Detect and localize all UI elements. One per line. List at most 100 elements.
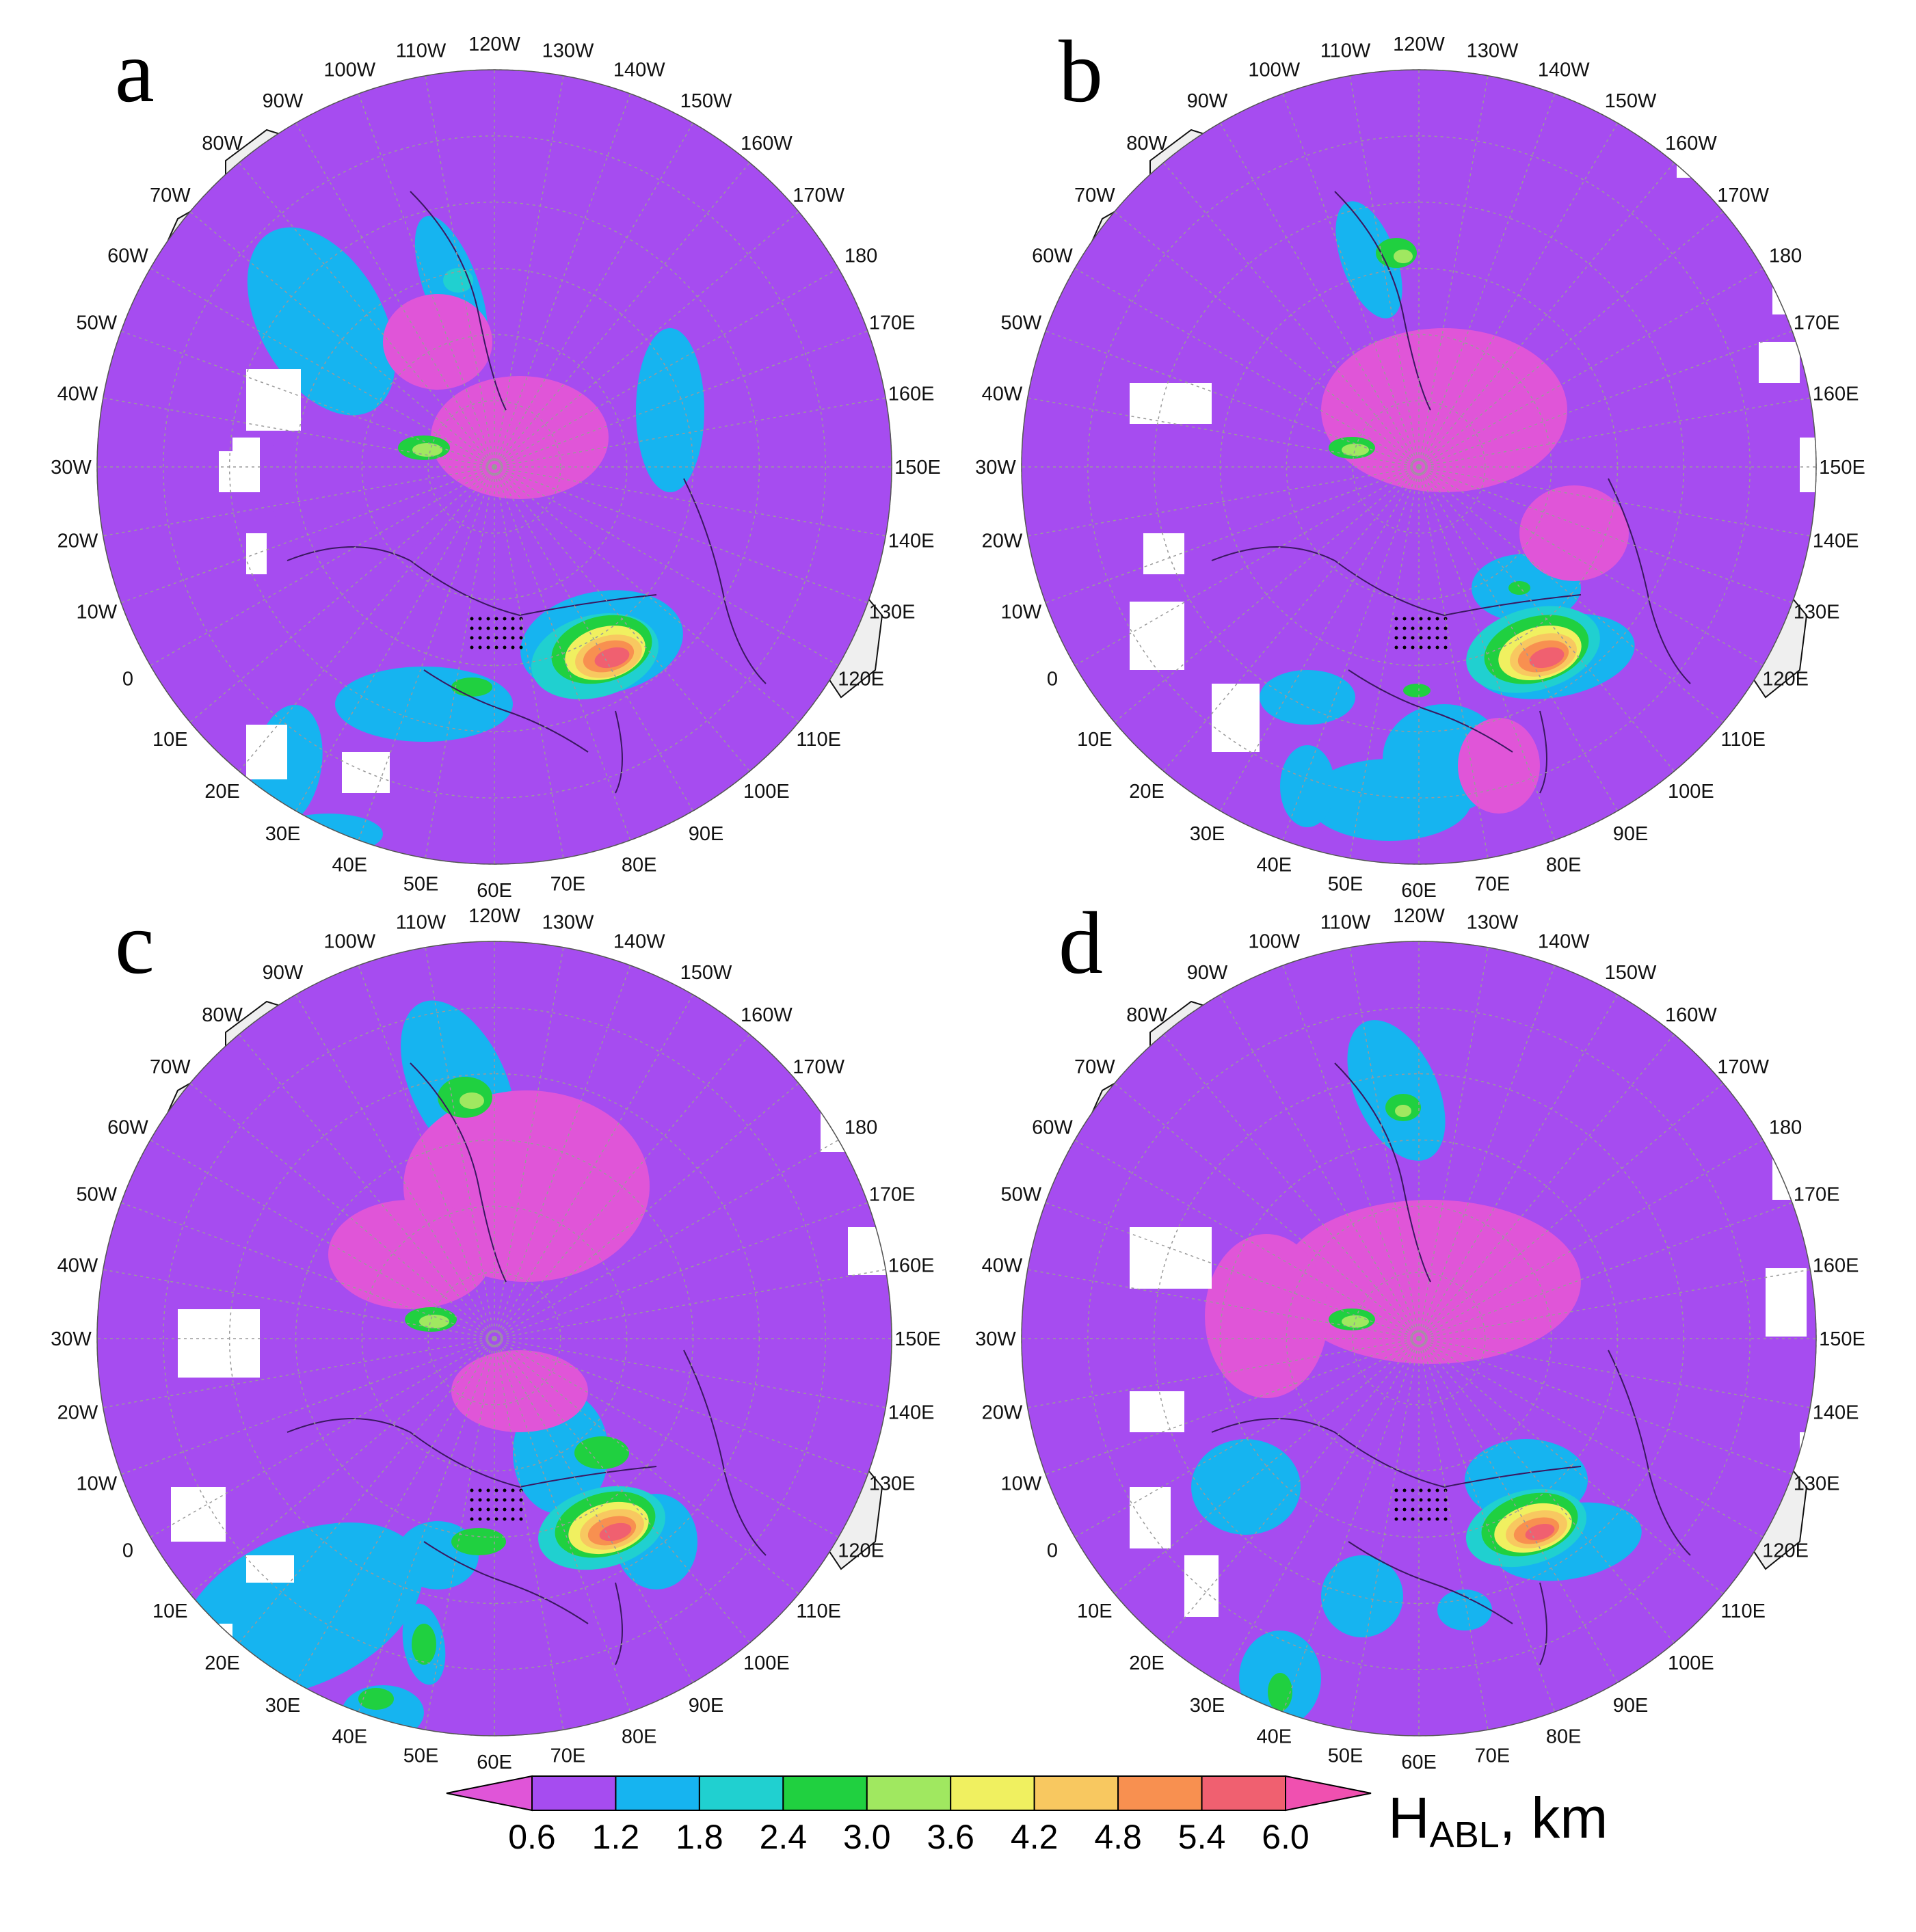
longitude-label: 60E (477, 1752, 512, 1773)
longitude-label: 50W (77, 1183, 118, 1205)
meridian-line (494, 466, 839, 667)
longitude-label: 130E (1794, 1473, 1840, 1495)
longitude-label: 60E (477, 880, 512, 902)
missing-data-area (219, 451, 260, 492)
longitude-label: 70W (1074, 1056, 1115, 1078)
missing-data-area (246, 725, 287, 779)
longitude-label: 130E (869, 1473, 916, 1495)
stipple-dot (494, 626, 498, 630)
stipple-dot (503, 636, 507, 640)
stipple-dot (1443, 645, 1448, 649)
meridian-line (1418, 75, 1489, 468)
meridian-line (103, 1269, 495, 1339)
meridian-line (358, 93, 495, 468)
meridian-line (358, 1338, 495, 1713)
field-contour-21 (1508, 581, 1530, 595)
meridian-line (494, 1338, 694, 1683)
middle-east-coast (1348, 669, 1513, 753)
meridian-line (1418, 397, 1811, 468)
india-coast (1539, 710, 1547, 794)
colorbar-tick-label: 1.2 (592, 1818, 640, 1856)
stipple-dot (519, 626, 523, 630)
stipple-dot (1394, 1517, 1398, 1521)
meridian-line (494, 466, 886, 537)
meridian-line (358, 965, 495, 1339)
colorbar-ticks: 0.6 1.2 1.8 2.4 3.0 3.6 4.2 4.8 5.4 6.0 (508, 1818, 1309, 1856)
meridian-line (1045, 1338, 1420, 1475)
panel-letter-b: b (1059, 23, 1103, 121)
longitude-label: 150W (680, 90, 732, 112)
stipple-dot (1394, 1488, 1398, 1492)
stipple-dot (1443, 626, 1448, 630)
longitude-label: 160W (1665, 133, 1717, 155)
meridian-line (1282, 1338, 1420, 1713)
stipple-dot (1443, 1517, 1448, 1521)
meridian-line (1349, 466, 1420, 859)
stipple-dot (503, 1517, 507, 1521)
stipple-dot (1419, 645, 1423, 649)
stipple-dot (486, 645, 490, 649)
graticule (96, 941, 892, 1736)
field-contour-18 (443, 268, 473, 293)
coastlines (1211, 1062, 1691, 1665)
meridian-line (1418, 162, 1675, 468)
longitude-label: 170W (1717, 185, 1769, 206)
longitude-label: 170E (869, 312, 916, 334)
longitude-label: 60W (107, 1117, 148, 1139)
colorbar-upper-extension (1285, 1775, 1372, 1812)
meridian-line (103, 397, 495, 468)
longitude-label: 50E (403, 874, 439, 896)
longitude-label: 150W (680, 962, 732, 984)
longitude-label: 120E (838, 1540, 884, 1562)
meridian-line (1418, 1269, 1811, 1339)
field-contour-9 (1458, 718, 1540, 814)
longitude-label: 110E (796, 1600, 841, 1622)
longitude-label: 50E (1328, 1745, 1363, 1767)
longitude-label: 80W (1126, 1004, 1167, 1026)
meridian-line (1162, 162, 1420, 468)
longitude-label: 30E (265, 1695, 301, 1717)
longitude-label: 120E (838, 669, 884, 690)
field-contour-20 (451, 1528, 506, 1555)
meridian-line (494, 330, 868, 468)
meridian-line (425, 1338, 495, 1730)
longitude-label: 10E (1077, 729, 1113, 751)
field-contour-16 (1342, 1315, 1369, 1328)
longitude-label: 150E (1819, 1328, 1865, 1350)
longitude-label: 130W (542, 40, 594, 62)
field-contour-15 (594, 647, 630, 669)
field-contour-19 (1268, 1673, 1292, 1711)
stipple-dot (1435, 1488, 1439, 1492)
meridian-line (1349, 75, 1420, 468)
meridian-line (1027, 1338, 1420, 1408)
domain-edge (96, 941, 892, 1736)
longitude-label: 60W (1032, 1117, 1073, 1139)
stipple-dot (470, 645, 474, 649)
longitude-label: 50W (77, 312, 118, 334)
meridian-line (1418, 211, 1724, 468)
meridian-line (1418, 1338, 1793, 1475)
longitude-label: 70E (1475, 874, 1511, 896)
meridian-line (1418, 330, 1793, 468)
stipple-dot (470, 1488, 474, 1492)
colorbar-box (1033, 1775, 1119, 1811)
graticule (1021, 69, 1817, 865)
longitude-label: 120E (1762, 1540, 1809, 1562)
stipple-dot (503, 617, 507, 621)
colorbar-title-main: H (1388, 1786, 1430, 1850)
longitude-label: 160E (888, 384, 935, 405)
meridian-line (1282, 93, 1420, 468)
longitude-label: 180 (1769, 245, 1802, 267)
stipple-dot (1411, 636, 1415, 640)
stipple-dot (1394, 645, 1398, 649)
meridian-line (1418, 1338, 1489, 1730)
meridian-line (494, 1338, 868, 1475)
field-contour-21 (412, 1624, 436, 1665)
longitude-label: 170W (793, 185, 844, 206)
missing-data-area (1130, 602, 1184, 670)
longitude-label: 180 (1769, 1117, 1802, 1139)
longitude-label: 110W (396, 911, 447, 933)
stipple-dot (1435, 626, 1439, 630)
stipple-dot (1402, 636, 1407, 640)
stipple-dot (486, 636, 490, 640)
